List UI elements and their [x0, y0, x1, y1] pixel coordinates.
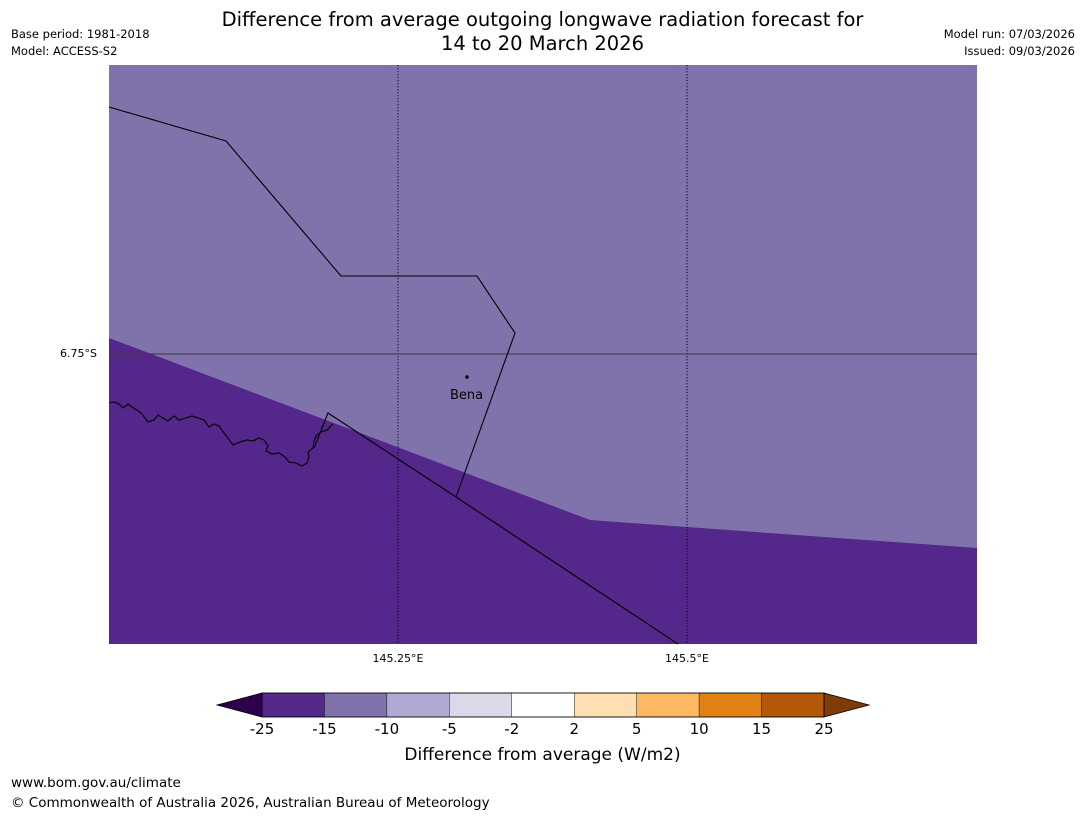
colorbar-tick-label: -15 — [312, 720, 337, 738]
colorbar-over-extend — [823, 692, 871, 718]
issued-date: Issued: 09/03/2026 — [964, 44, 1075, 58]
place-label-bena: Bena — [450, 388, 484, 403]
colorbar-tick-label: -5 — [441, 720, 457, 738]
colorbar-tick-label: 15 — [752, 720, 772, 738]
colorbar-bin-4 — [511, 692, 575, 718]
colorbar-bin-8 — [761, 692, 825, 718]
province-boundary-1 — [108, 106, 516, 498]
title-line-2: 14 to 20 March 2026 — [440, 32, 645, 55]
colorbar-bin-6 — [636, 692, 700, 718]
colorbar-tick-label: 10 — [689, 720, 709, 738]
colorbar-tick-label: 25 — [814, 720, 834, 738]
colorbar-title: Difference from average (W/m2) — [404, 745, 681, 765]
coastline — [108, 401, 334, 467]
colorbar-tick-label: 5 — [631, 720, 642, 738]
colorbar-bin-2 — [386, 692, 450, 718]
colorbar-bin-0 — [261, 692, 325, 718]
colorbar-tick-label: -10 — [374, 720, 400, 738]
colorbar-tick-label: -25 — [249, 720, 275, 738]
map-title: Difference from average outgoing longwav… — [0, 8, 1085, 56]
lon-label-145-5e: 145.5°E — [665, 652, 709, 665]
colorbar-bin-5 — [574, 692, 637, 718]
title-line-1: Difference from average outgoing longwav… — [221, 8, 864, 31]
colorbar-under-extend — [215, 692, 263, 718]
colorbar-tick-label: -2 — [504, 720, 520, 738]
anomaly-region-minus25-minus15 — [109, 338, 977, 644]
lat-label-6-75s: 6.75°S — [60, 347, 97, 360]
base-period: Base period: 1981-2018 — [11, 27, 150, 41]
colorbar-tick-label: 2 — [569, 720, 579, 738]
meta-left: Base period: 1981-2018 Model: ACCESS-S2 — [11, 26, 150, 60]
colorbar-bin-7 — [698, 692, 762, 718]
colorbar-bin-3 — [449, 692, 512, 718]
meta-right: Model run: 07/03/2026 Issued: 09/03/2026 — [944, 26, 1075, 60]
footer-url: www.bom.gov.au/climate — [11, 775, 181, 791]
lon-label-145-25e: 145.25°E — [372, 652, 424, 665]
footer-copyright: © Commonwealth of Australia 2026, Austra… — [11, 795, 490, 811]
bena-marker-icon — [465, 375, 469, 379]
model-name: Model: ACCESS-S2 — [11, 44, 118, 58]
model-run: Model run: 07/03/2026 — [943, 27, 1075, 41]
colorbar — [215, 692, 871, 718]
colorbar-frame — [261, 692, 825, 718]
province-boundary-2 — [313, 412, 679, 645]
colorbar-bin-1 — [324, 692, 388, 718]
